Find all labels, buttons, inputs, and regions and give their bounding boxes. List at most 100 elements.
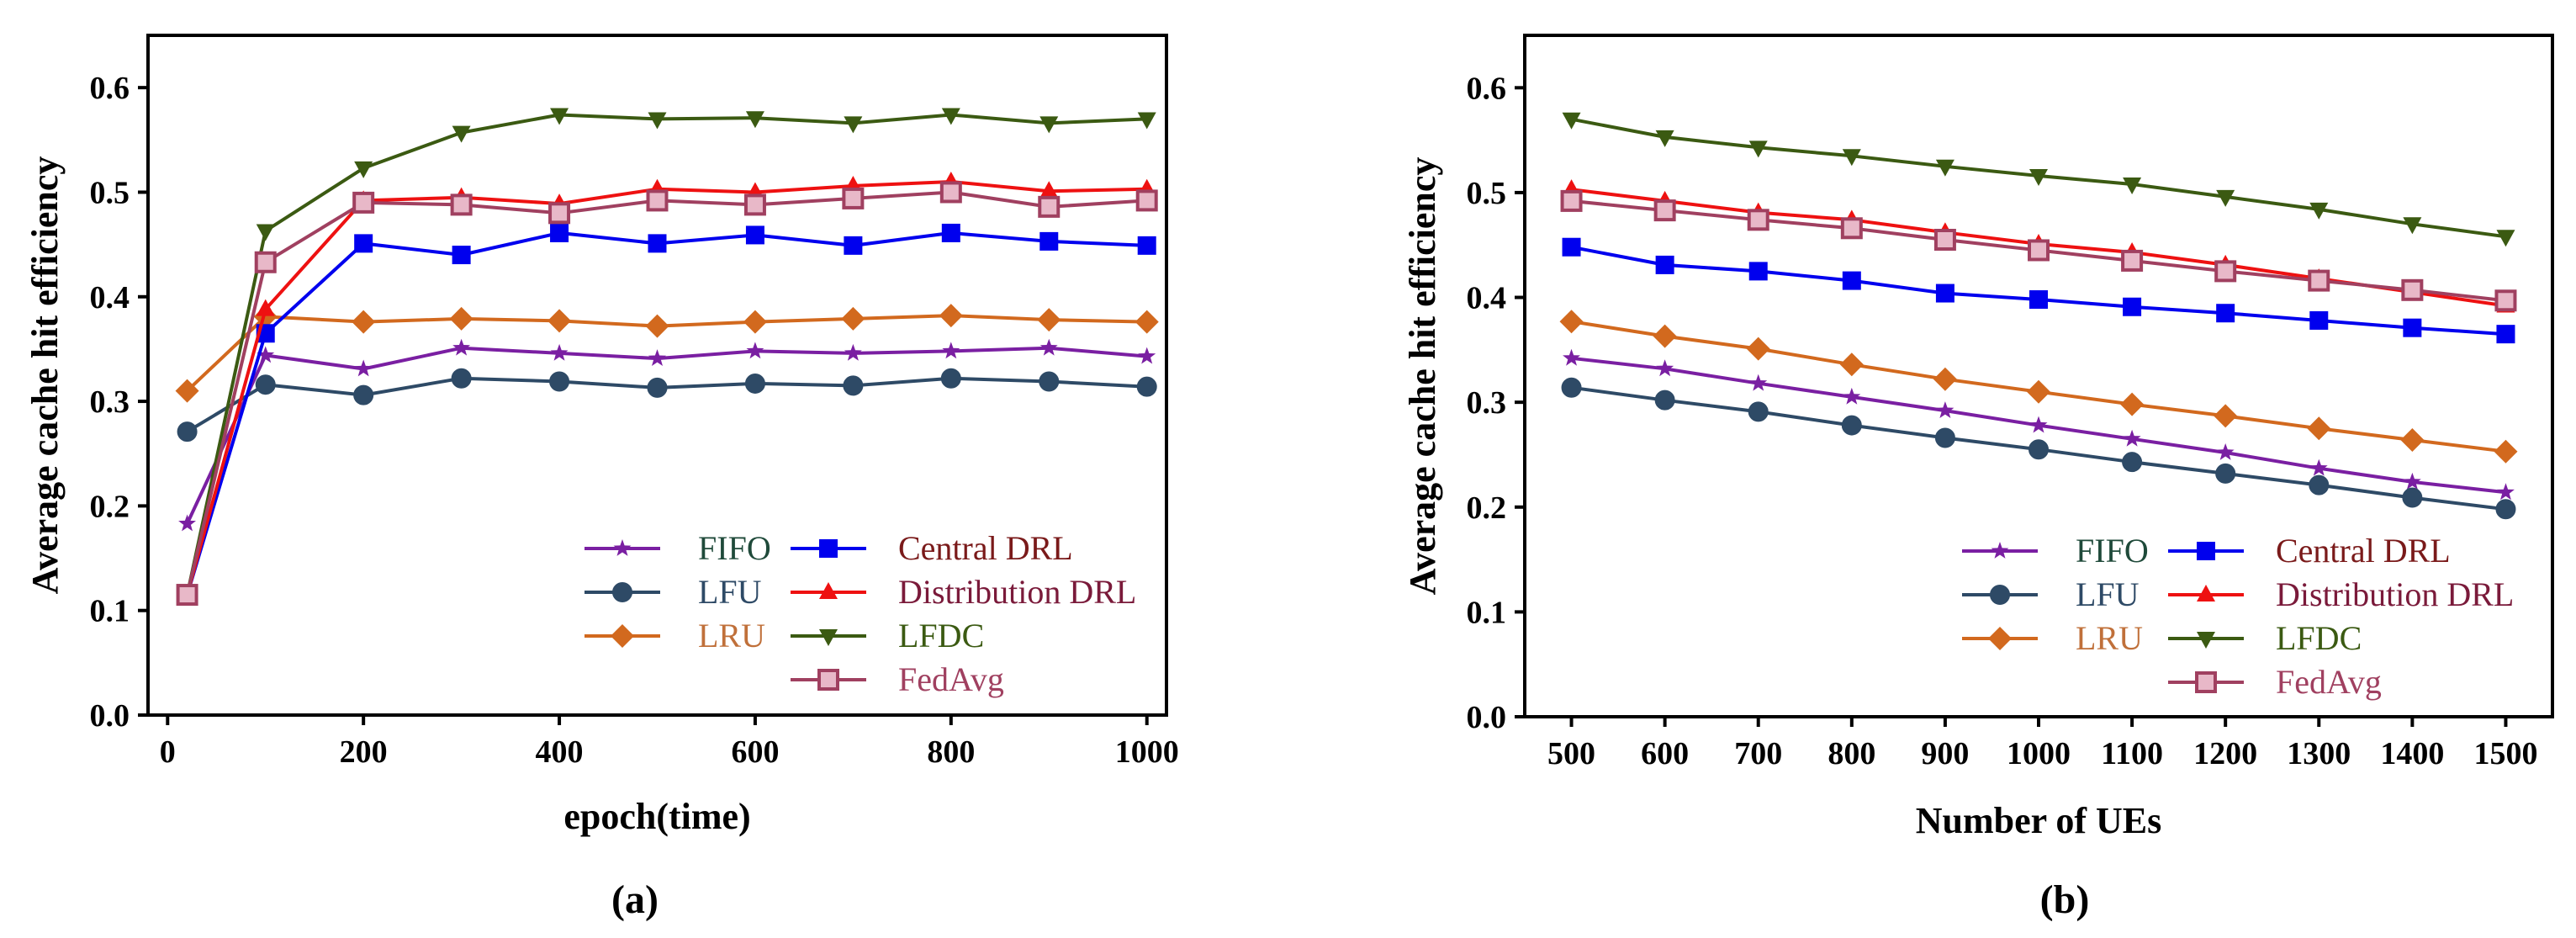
legend-label: FIFO [2076,532,2149,570]
data-point [1135,189,1158,212]
data-point [2400,428,2425,453]
data-point [2308,269,2330,292]
legend-swatch-marker [819,582,838,599]
y-tick-label: 0.5 [1467,176,1507,211]
data-point [2216,443,2235,460]
data-point [746,342,764,359]
x-tick-label: 1000 [2007,736,2071,771]
legend-swatch-marker [612,582,632,602]
data-point [451,368,472,389]
data-point [2495,499,2516,520]
data-point [2214,404,2238,428]
y-tick-label: 0.6 [1467,71,1507,106]
data-point [1136,376,1157,397]
legend-swatch-marker [2197,542,2215,560]
data-point [1039,181,1059,199]
data-point [842,187,865,209]
legend-label: FIFO [698,529,771,567]
data-point [1039,371,1060,392]
x-tick-label: 1200 [2193,736,2257,771]
legend-swatch-marker [611,624,634,648]
data-point [939,304,963,328]
data-point [743,193,766,216]
legend-swatch-marker [2195,671,2217,693]
data-point [255,374,276,395]
data-point [1934,427,1955,448]
data-point [2403,472,2421,490]
series-fedavg [1560,189,2517,312]
data-point [1935,284,1954,303]
data-point [1039,231,1059,251]
panel-label: (a) [611,877,659,922]
data-point [2496,325,2515,344]
data-point [648,112,667,130]
y-tick-label: 0.5 [90,175,130,210]
legend-swatch-marker [2197,585,2215,601]
series-central-drl [1562,237,2515,344]
data-point [2309,458,2328,476]
data-point [2309,474,2330,495]
data-point [1748,262,1768,281]
data-point [256,299,275,316]
data-point [175,379,199,403]
x-tick-label: 1100 [2101,736,2163,771]
data-point [1560,189,1583,212]
data-point [647,377,668,398]
data-point [2496,230,2515,247]
data-point [646,189,669,212]
data-point [354,359,373,377]
data-point [1562,237,1581,257]
data-point [1655,255,1674,274]
legend-label: LFU [698,573,762,611]
x-tick-label: 500 [1547,736,1595,771]
data-point [844,116,863,134]
series-fifo [1563,348,2515,501]
data-point [648,349,666,366]
series-lfu [177,368,1157,443]
legend-entry-central-drl: Central DRL [791,529,1073,567]
x-tick-label: 1300 [2287,736,2351,771]
data-point [2307,416,2331,441]
series-fedavg [176,181,1158,607]
data-point [1933,367,1957,391]
data-point [1935,159,1954,177]
legend-entry-fifo: FIFO [1962,532,2149,570]
x-tick-label: 0 [160,734,176,770]
legend-swatch-marker [613,539,632,556]
legend-entry-lru: LRU [1962,619,2143,657]
series-central-drl [177,223,1156,605]
data-point [2309,310,2329,330]
legend-label: FedAvg [898,660,1004,698]
panel-label: (b) [2040,877,2090,922]
data-point [2402,487,2423,508]
data-point [2401,278,2424,301]
data-point [2028,239,2050,262]
legend-swatch-marker [1991,542,2009,559]
legend-swatch-marker [819,539,838,558]
data-point [1842,271,1861,290]
data-point [941,108,960,125]
data-point [2029,290,2048,310]
data-point [841,306,865,331]
data-point [354,234,373,253]
x-tick-label: 1000 [1115,734,1179,770]
data-point [176,584,198,607]
data-point [1749,374,1768,391]
data-point [1137,236,1156,255]
data-point [1039,116,1059,134]
y-tick-label: 0.2 [1467,490,1507,526]
y-tick-label: 0.4 [1467,281,1507,316]
data-point [744,373,765,394]
data-point [550,223,569,242]
data-point [1933,229,1956,251]
data-point [1841,415,1862,436]
series-line [185,346,1147,525]
x-tick-label: 900 [1921,736,1969,771]
y-tick-label: 0.2 [90,489,130,524]
data-point [177,421,198,443]
x-axis-title: epoch(time) [563,796,750,837]
data-point [2122,452,2143,473]
data-point [352,191,375,214]
data-point [550,343,569,361]
